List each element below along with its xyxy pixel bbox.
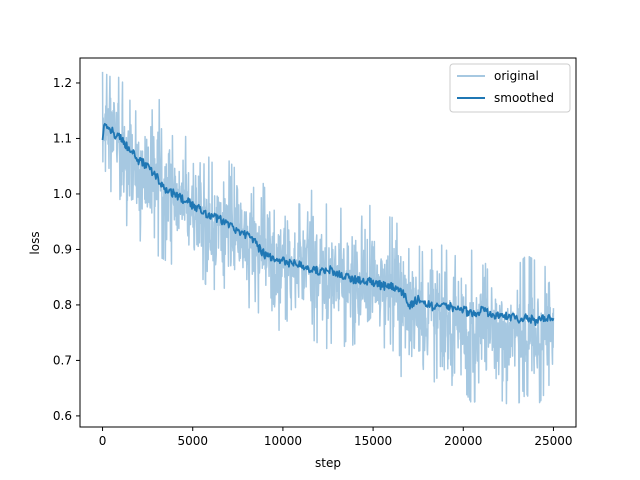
y-tick-label: 1.2	[53, 76, 72, 90]
x-tick-label: 5000	[177, 434, 208, 448]
y-tick-label: 1.0	[53, 187, 72, 201]
x-tick-label: 20000	[444, 434, 482, 448]
original-series-line	[101, 71, 555, 405]
y-tick-label: 1.1	[53, 131, 72, 145]
y-tick-label: 0.6	[53, 409, 72, 423]
y-axis-ticks: 0.6 0.7 0.8 0.9 1.0 1.1 1.2	[53, 76, 80, 423]
y-tick-label: 0.7	[53, 353, 72, 367]
original-series	[101, 71, 555, 405]
legend: original smoothed	[449, 63, 571, 113]
y-tick-label: 0.8	[53, 298, 72, 312]
legend-smoothed-label: smoothed	[494, 91, 554, 105]
x-tick-label: 10000	[264, 434, 302, 448]
x-axis-label: step	[315, 456, 341, 470]
smoothed-series-line	[101, 122, 555, 327]
smoothed-series	[101, 122, 555, 327]
plot-frame	[79, 57, 577, 428]
legend-original-label: original	[494, 69, 539, 83]
y-axis-label: loss	[28, 231, 42, 254]
x-tick-label: 15000	[354, 434, 392, 448]
y-tick-label: 0.9	[53, 242, 72, 256]
x-tick-label: 25000	[534, 434, 572, 448]
x-tick-label: 0	[99, 434, 107, 448]
x-axis-ticks: 0 5000 10000 15000 20000 25000	[99, 427, 573, 448]
